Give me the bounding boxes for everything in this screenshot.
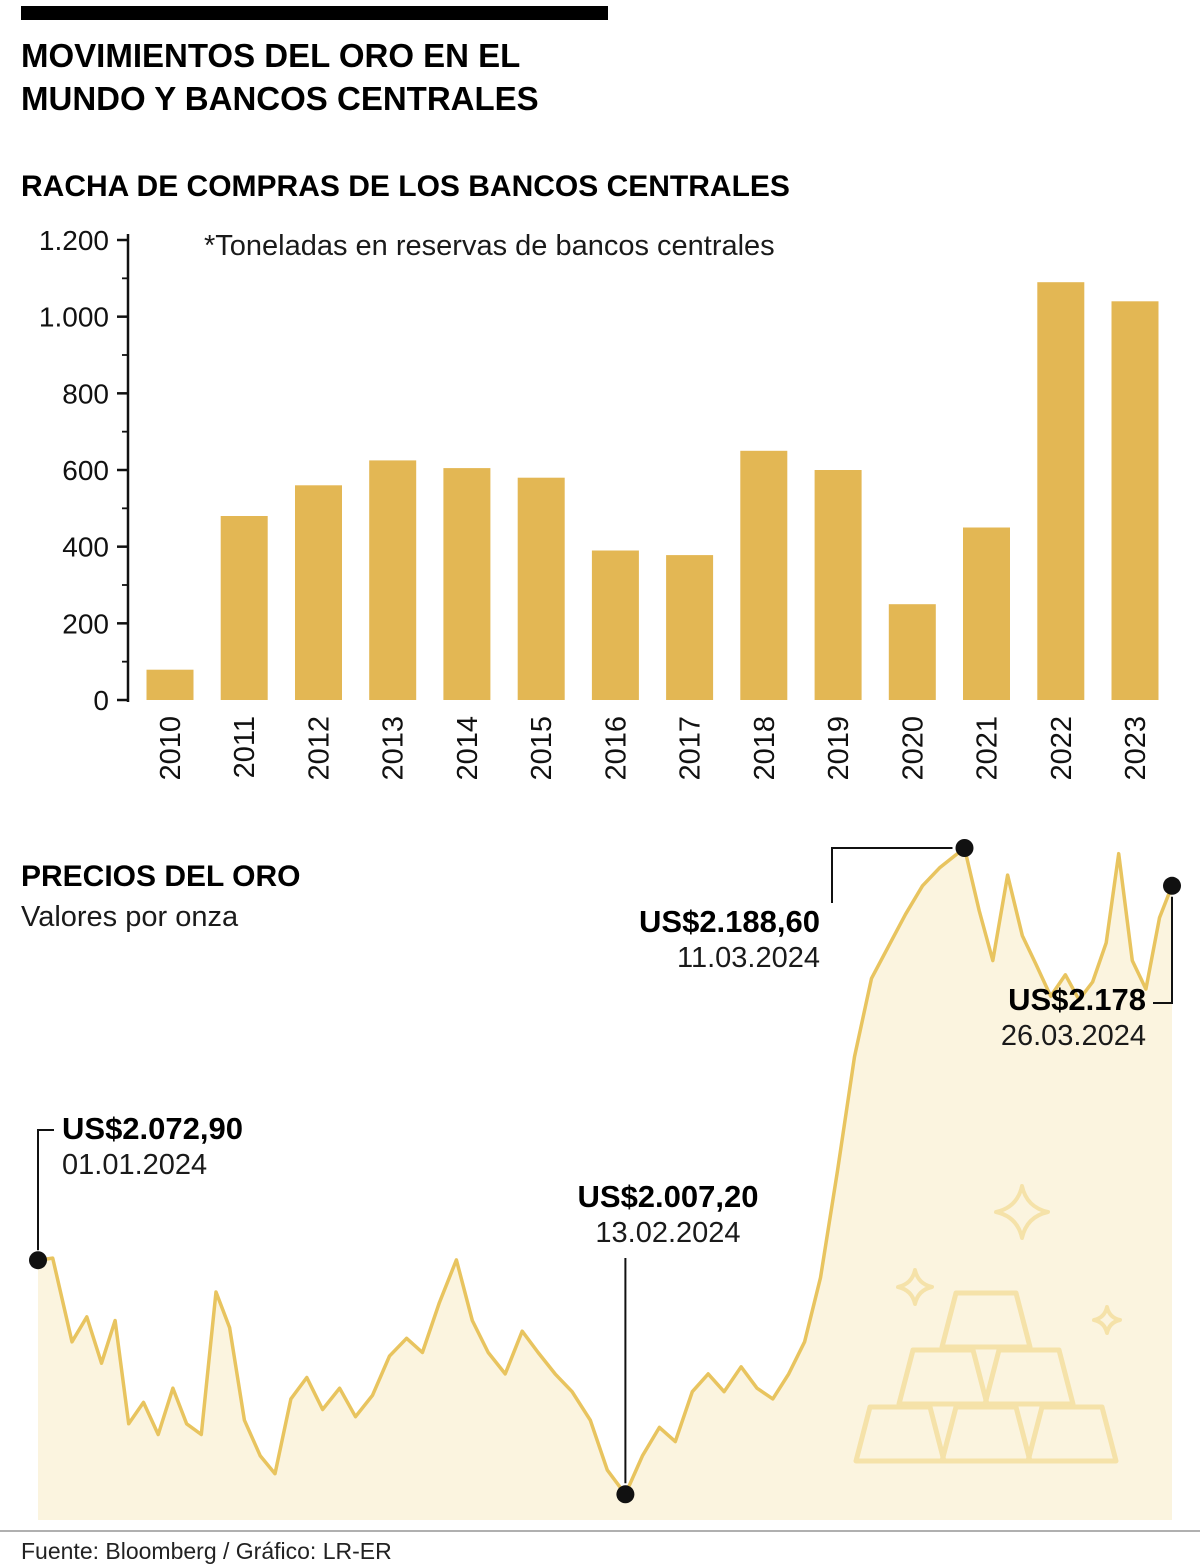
bar-2013 <box>369 460 417 700</box>
annotation-date: 13.02.2024 <box>595 1216 741 1249</box>
y-axis-tick-label: 200 <box>62 608 109 639</box>
bar-2010 <box>146 669 194 700</box>
bar-chart-note: *Toneladas en reservas de bancos central… <box>204 230 775 262</box>
annotation-date: 01.01.2024 <box>62 1148 208 1181</box>
x-axis-year-label: 2014 <box>452 716 484 781</box>
bar-2012 <box>295 485 342 700</box>
page-title: MOVIMIENTOS DEL ORO EN EL MUNDO Y BANCOS… <box>21 34 539 120</box>
y-axis-tick-label: 0 <box>93 685 109 716</box>
bar-2021 <box>963 527 1010 700</box>
y-axis-tick-label: 1.000 <box>39 302 109 333</box>
x-axis-year-label: 2017 <box>675 716 707 781</box>
x-axis-year-label: 2013 <box>378 716 410 781</box>
bar-2017 <box>666 555 714 700</box>
bar-2016 <box>591 550 639 700</box>
annotation-price: US$2.178 <box>1008 982 1146 1017</box>
price-annotation-2: US$2.188,60 11.03.2024 <box>520 903 820 976</box>
header-rule <box>21 6 608 20</box>
price-annotation-1: US$2.007,20 13.02.2024 <box>543 1178 793 1251</box>
footer-rule <box>0 1530 1200 1532</box>
x-axis-year-label: 2010 <box>155 716 187 781</box>
annotation-dot <box>29 1251 47 1270</box>
annotation-connector <box>831 847 953 903</box>
x-axis-year-label: 2021 <box>972 716 1004 781</box>
annotation-date: 26.03.2024 <box>1000 1019 1146 1052</box>
gold-ingot-icon <box>853 1404 947 1464</box>
y-axis-tick-label: 1.200 <box>39 225 109 256</box>
bar-2019 <box>814 470 862 700</box>
annotation-price: US$2.188,60 <box>639 904 820 939</box>
page-title-line1: MOVIMIENTOS DEL ORO EN EL <box>21 37 521 74</box>
annotation-price: US$2.007,20 <box>577 1179 759 1214</box>
price-line <box>36 846 1174 1497</box>
y-axis-tick-label: 600 <box>62 455 109 486</box>
price-chart-subtitle: Valores por onza <box>21 901 239 933</box>
bar-2014 <box>443 468 491 700</box>
gold-ingot-icon <box>982 1347 1076 1407</box>
y-axis-tick-label: 400 <box>62 532 109 563</box>
gold-ingot-icon <box>896 1347 990 1407</box>
annotation-dot <box>1163 876 1181 895</box>
bar-chart-title: RACHA DE COMPRAS DE LOS BANCOS CENTRALES <box>21 170 790 203</box>
price-annotation-3: US$2.178 26.03.2024 <box>846 981 1146 1054</box>
x-axis-year-label: 2015 <box>526 716 558 781</box>
annotation-price: US$2.072,90 <box>62 1111 243 1146</box>
x-axis-year-label: 2018 <box>749 716 781 781</box>
x-axis-year-label: 2012 <box>304 716 336 781</box>
price-area-fill <box>38 848 1172 1520</box>
gold-ingot-icon <box>939 1290 1033 1350</box>
bar-2011 <box>220 516 268 700</box>
annotation-dot <box>616 1485 635 1504</box>
gold-ingot-icon <box>939 1404 1033 1464</box>
annotation-dot <box>955 839 974 857</box>
annotation-connector <box>1153 896 1173 1004</box>
annotation-date: 11.03.2024 <box>677 941 820 974</box>
sparkle-icon <box>1092 1305 1122 1335</box>
sparkle-icon <box>896 1268 934 1306</box>
x-axis-year-label: 2016 <box>600 716 632 781</box>
bar-2018 <box>740 450 788 700</box>
bar-chart: 0 200 400 600 800 1.000 1.200 2010 2011 2012 2013 2… <box>39 225 1159 781</box>
sparkle-icon <box>994 1184 1050 1240</box>
price-chart-title: PRECIOS DEL ORO <box>21 860 301 893</box>
annotation-connector <box>37 1129 54 1251</box>
bar-2023 <box>1111 301 1159 700</box>
bar-2022 <box>1037 282 1085 700</box>
x-axis-year-label: 2020 <box>897 716 929 781</box>
source-credit: Fuente: Bloomberg / Gráfico: LR-ER <box>21 1538 392 1564</box>
page-title-line2: MUNDO Y BANCOS CENTRALES <box>21 80 539 117</box>
price-chart <box>29 839 1181 1520</box>
y-axis-tick-label: 800 <box>62 378 109 409</box>
x-axis-year-label: 2023 <box>1120 716 1152 781</box>
gold-ingot-icon <box>1025 1404 1119 1464</box>
bar-2015 <box>517 477 565 700</box>
x-axis-year-label: 2022 <box>1046 716 1078 781</box>
bar-2020 <box>888 604 936 700</box>
x-axis-year-label: 2019 <box>823 716 855 781</box>
price-annotation-0: US$2.072,90 01.01.2024 <box>62 1110 243 1183</box>
x-axis-year-label: 2011 <box>229 716 261 778</box>
